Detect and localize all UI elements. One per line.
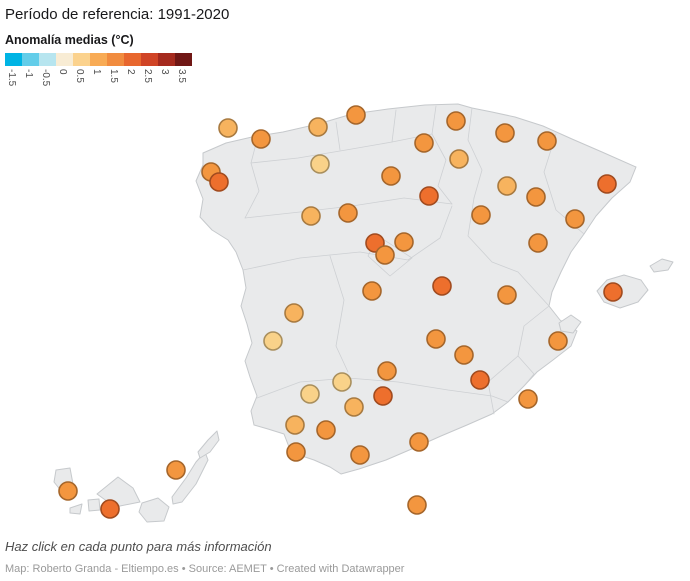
land-mainland-spain — [195, 103, 637, 475]
station-dot[interactable] — [310, 154, 330, 174]
legend-segment — [22, 53, 39, 66]
station-dot[interactable] — [346, 105, 366, 125]
station-dot[interactable] — [409, 432, 429, 452]
station-dot[interactable] — [344, 397, 364, 417]
station-dot[interactable] — [350, 445, 370, 465]
station-dot[interactable] — [100, 499, 120, 519]
province-borders — [242, 105, 585, 415]
legend-tick: 3.5 — [176, 69, 187, 83]
station-dot[interactable] — [470, 370, 490, 390]
land-fuerteventura — [171, 451, 209, 505]
station-dot[interactable] — [308, 117, 328, 137]
land-lanzarote — [197, 430, 220, 459]
station-dot[interactable] — [209, 172, 229, 192]
station-dot[interactable] — [316, 420, 336, 440]
footer-source[interactable]: Source: AEMET — [188, 563, 267, 575]
legend-tick: -1 — [23, 69, 34, 78]
station-dot[interactable] — [285, 415, 305, 435]
station-dot[interactable] — [518, 389, 538, 409]
footer-created-with[interactable]: Created with Datawrapper — [276, 563, 405, 575]
legend-tick: 1 — [91, 69, 102, 75]
legend: Anomalía medias (°C) -1.5 -1 -0.5 0 0.5 1 1.5 2… — [5, 33, 205, 100]
legend-segment — [124, 53, 141, 66]
station-dot[interactable] — [449, 149, 469, 169]
station-dot[interactable] — [377, 361, 397, 381]
station-dot[interactable] — [375, 245, 395, 265]
legend-tick: 2 — [125, 69, 136, 75]
station-dots — [58, 105, 623, 519]
legend-segment — [107, 53, 124, 66]
legend-tick: -0.5 — [40, 69, 51, 87]
station-dot[interactable] — [338, 203, 358, 223]
station-dot[interactable] — [432, 276, 452, 296]
legend-tick: 2.5 — [142, 69, 153, 83]
station-dot[interactable] — [394, 232, 414, 252]
station-dot[interactable] — [426, 329, 446, 349]
land-ibiza — [558, 314, 582, 334]
station-dot[interactable] — [419, 186, 439, 206]
station-dot[interactable] — [286, 442, 306, 462]
station-dot[interactable] — [497, 176, 517, 196]
land-el-hierro — [69, 503, 83, 515]
legend-ticks: -1.5 -1 -0.5 0 0.5 1 1.5 2 2.5 3 3.5 — [5, 66, 205, 100]
legend-segment — [56, 53, 73, 66]
station-dot[interactable] — [537, 131, 557, 151]
station-dot[interactable] — [301, 206, 321, 226]
station-dot[interactable] — [166, 460, 186, 480]
legend-tick: 1.5 — [108, 69, 119, 83]
legend-segment — [141, 53, 158, 66]
legend-segment — [73, 53, 90, 66]
footer: Map: Roberto Granda - Eltiempo.es • Sour… — [5, 563, 404, 575]
footer-separator: • — [181, 563, 189, 575]
station-dot[interactable] — [414, 133, 434, 153]
station-dot[interactable] — [548, 331, 568, 351]
legend-segment — [175, 53, 192, 66]
legend-title: Anomalía medias (°C) — [5, 33, 134, 47]
station-dot[interactable] — [362, 281, 382, 301]
station-dot[interactable] — [300, 384, 320, 404]
station-dot[interactable] — [332, 372, 352, 392]
legend-segment — [39, 53, 56, 66]
station-dot[interactable] — [597, 174, 617, 194]
station-dot[interactable] — [446, 111, 466, 131]
station-dot[interactable] — [528, 233, 548, 253]
station-dot[interactable] — [454, 345, 474, 365]
legend-tick: -1.5 — [6, 69, 17, 87]
land-gran-canaria — [138, 497, 170, 523]
page-title: Período de referencia: 1991-2020 — [5, 6, 230, 23]
station-dot[interactable] — [471, 205, 491, 225]
station-dot[interactable] — [373, 386, 393, 406]
legend-bar — [5, 53, 192, 66]
footer-map-credit[interactable]: Map: Roberto Granda - Eltiempo.es — [5, 563, 179, 575]
land-la-gomera — [87, 498, 101, 512]
station-dot[interactable] — [407, 495, 427, 515]
station-dot[interactable] — [218, 118, 238, 138]
legend-segment — [90, 53, 107, 66]
station-dot[interactable] — [565, 209, 585, 229]
station-dot[interactable] — [284, 303, 304, 323]
station-dot[interactable] — [603, 282, 623, 302]
station-dot[interactable] — [526, 187, 546, 207]
legend-tick: 0.5 — [74, 69, 85, 83]
station-dot[interactable] — [251, 129, 271, 149]
footer-separator: • — [269, 563, 277, 575]
legend-tick: 3 — [159, 69, 170, 75]
station-dot[interactable] — [497, 285, 517, 305]
station-dot[interactable] — [495, 123, 515, 143]
legend-segment — [5, 53, 22, 66]
land-menorca — [649, 258, 674, 273]
footnote: Haz click en cada punto para más informa… — [5, 539, 272, 554]
station-dot[interactable] — [381, 166, 401, 186]
station-dot[interactable] — [263, 331, 283, 351]
legend-segment — [158, 53, 175, 66]
station-dot[interactable] — [58, 481, 78, 501]
legend-tick: 0 — [57, 69, 68, 75]
